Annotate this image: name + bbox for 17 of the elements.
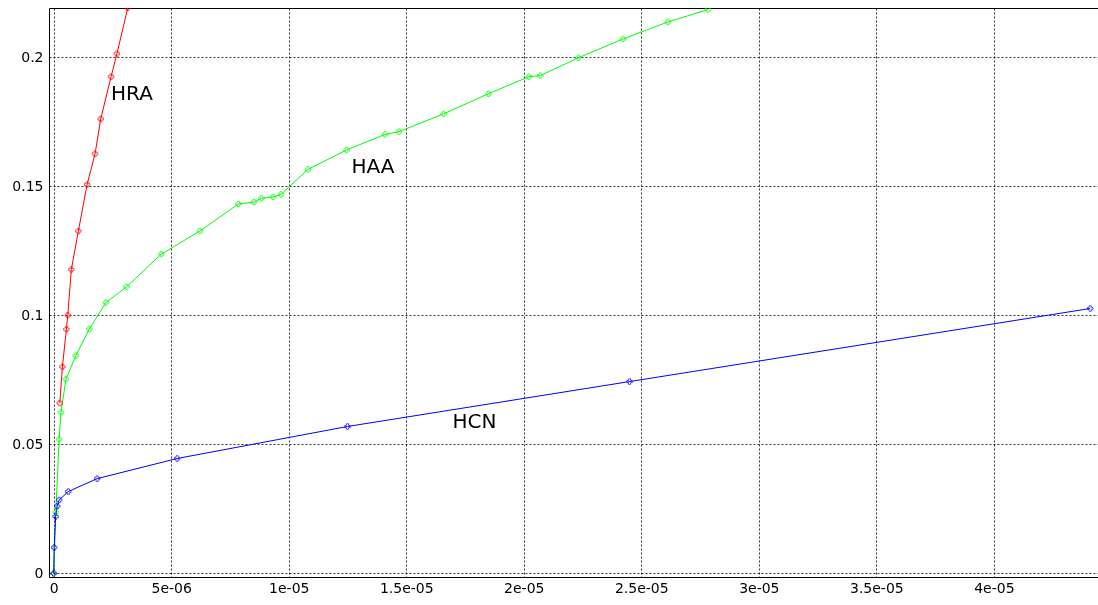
- x-tick-label: 3e-05: [739, 579, 780, 596]
- y-tick-label: 0: [34, 564, 44, 581]
- x-tick-label: 2e-05: [504, 579, 545, 596]
- y-tick-label: 0.2: [21, 48, 44, 65]
- x-tick-label: 1.5e-05: [379, 579, 434, 596]
- x-tick-label: 1e-05: [269, 579, 310, 596]
- y-tick-label: 0.1: [21, 306, 44, 323]
- x-tick-label: 0: [49, 579, 59, 596]
- series-label: HRA: [111, 80, 154, 105]
- series-label: HCN: [452, 408, 497, 433]
- x-tick-label: 2.5e-05: [614, 579, 669, 596]
- x-tick-label: 4e-05: [974, 579, 1015, 596]
- y-tick-label: 0.05: [12, 435, 44, 452]
- series-label: HAA: [351, 153, 395, 178]
- y-tick-label: 0.15: [12, 177, 44, 194]
- x-tick-label: 3.5e-05: [849, 579, 904, 596]
- x-tick-label: 5e-06: [151, 579, 193, 596]
